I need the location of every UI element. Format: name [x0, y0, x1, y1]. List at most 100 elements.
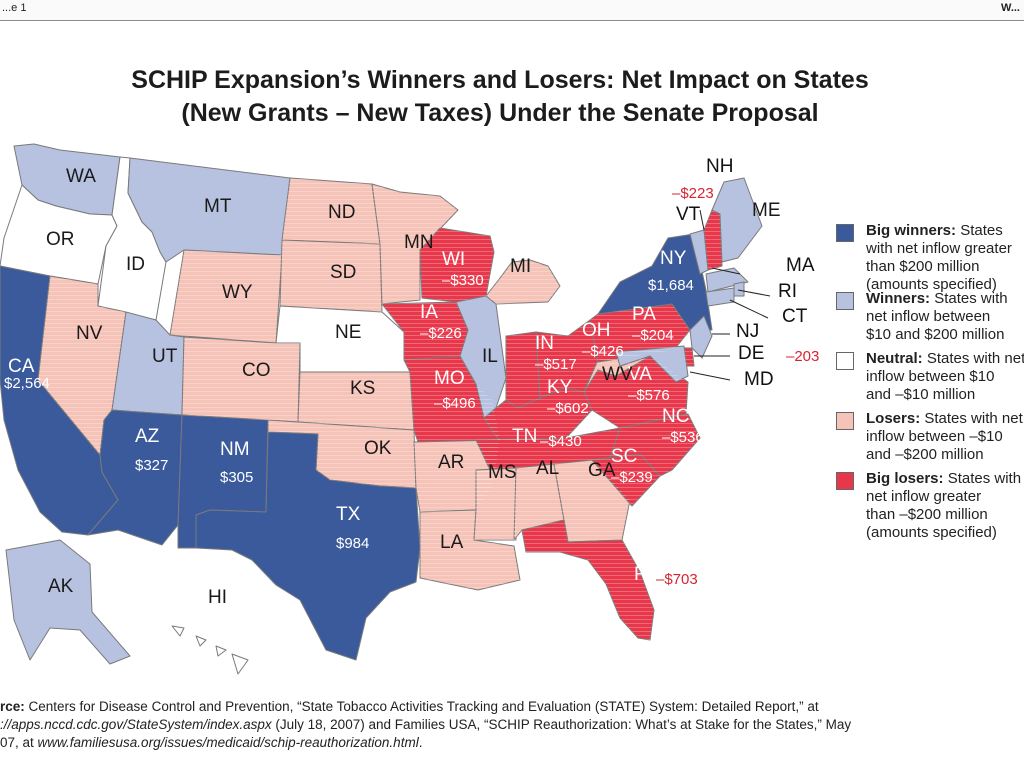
- state-label-co: CO: [242, 360, 271, 381]
- window-left-fragment: ...e 1: [2, 2, 27, 14]
- state-nd-hatch: [282, 178, 380, 244]
- page-title: SCHIP Expansion’s Winners and Losers: Ne…: [0, 64, 1000, 130]
- state-value-az: $327: [135, 457, 168, 474]
- legend-line: inflow between $10: [866, 368, 995, 385]
- source-line-2: ://apps.nccd.cdc.gov/StateSystem/index.a…: [0, 717, 852, 732]
- state-de-hatch: [684, 348, 694, 366]
- state-label-pa: PA: [632, 304, 656, 325]
- state-label-nv: NV: [76, 323, 103, 344]
- state-label-ga: GA: [588, 460, 616, 481]
- state-value-tx: $984: [336, 535, 369, 552]
- source-link-familiesusa[interactable]: www.familiesusa.org/issues/medicaid/schi…: [37, 735, 419, 750]
- state-value-wi: –$330: [442, 272, 484, 289]
- leader-line: [699, 209, 705, 231]
- state-value-ca: $2,564: [4, 375, 50, 392]
- state-label-nm: NM: [220, 439, 250, 460]
- state-label-mt: MT: [204, 196, 232, 217]
- state-label-fl: FL: [634, 564, 656, 585]
- legend-line: inflow between –$10: [866, 428, 1003, 445]
- state-hi: [171, 625, 249, 675]
- state-label-ca: CA: [8, 356, 35, 377]
- legend-line: with net inflow greater: [866, 240, 1012, 257]
- state-label-nj: NJ: [736, 321, 759, 342]
- state-value-de: –203: [786, 348, 819, 365]
- source-line-1: rce: Centers for Disease Control and Pre…: [0, 699, 819, 714]
- state-label-nc: NC: [662, 406, 689, 427]
- state-label-mi: MI: [510, 256, 531, 277]
- legend-line: $10 and $200 million: [866, 326, 1005, 343]
- state-label-wa: WA: [66, 166, 96, 187]
- state-nj: [689, 315, 713, 359]
- legend-line: net inflow between: [866, 308, 991, 325]
- state-label-ks: KS: [350, 378, 375, 399]
- legend-item-big-winners: Big winners: States with net inflow grea…: [836, 222, 1024, 293]
- state-me: [711, 177, 763, 263]
- legend-line: States with: [947, 470, 1022, 487]
- state-label-ar: AR: [438, 452, 464, 473]
- state-la-hatch: [420, 510, 520, 590]
- legend-swatch-losers: [836, 412, 854, 430]
- window-right-fragment: W...: [1001, 2, 1020, 14]
- state-nv-hatch: [38, 276, 126, 455]
- state-label-oh: OH: [582, 320, 611, 341]
- state-label-ri: RI: [778, 281, 797, 302]
- leader-line: [689, 371, 731, 381]
- state-ok-hatch: [268, 420, 416, 488]
- legend-line: and –$200 million: [866, 446, 984, 463]
- state-value-va: –$576: [628, 387, 670, 404]
- state-label-mn: MN: [404, 232, 434, 253]
- window-top-bar: ...e 1 W...: [0, 0, 1024, 21]
- state-sd-hatch: [280, 240, 382, 312]
- state-label-il: IL: [482, 346, 498, 367]
- state-label-hi: HI: [208, 587, 227, 608]
- state-value-ny: $1,684: [648, 277, 694, 294]
- state-value-oh: –$426: [582, 343, 624, 360]
- state-label-ct: CT: [782, 306, 808, 327]
- title-line-2: (New Grants – New Taxes) Under the Senat…: [181, 99, 819, 127]
- state-al-hatch: [514, 464, 564, 540]
- legend-line: States with: [934, 290, 1008, 307]
- state-sc-hatch: [592, 454, 660, 506]
- legend-label: Losers:: [866, 410, 921, 427]
- state-ak: [5, 539, 131, 665]
- state-label-id: ID: [126, 254, 145, 275]
- state-label-vt: VT: [676, 204, 701, 225]
- state-label-ut: UT: [152, 346, 178, 367]
- state-value-in: –$517: [535, 356, 577, 373]
- legend-item-winners: Winners: States with net inflow between …: [836, 290, 1024, 350]
- legend-line: than $200 million: [866, 258, 980, 275]
- state-label-nd: ND: [328, 202, 355, 223]
- state-label-ma: MA: [786, 255, 815, 276]
- state-value-nc: –$536: [662, 429, 704, 446]
- legend-label: Neutral:: [866, 350, 923, 367]
- state-wv-hatch: [584, 352, 650, 392]
- state-mo-hatch: [404, 356, 500, 442]
- state-label-in: IN: [535, 333, 554, 354]
- state-label-ne: NE: [335, 322, 361, 343]
- source-line-3: 07, at www.familiesusa.org/issues/medica…: [0, 735, 423, 750]
- legend-item-losers: Losers: States with net inflow between –…: [836, 410, 1024, 470]
- state-value-sc: –$239: [611, 469, 653, 486]
- state-label-ny: NY: [660, 248, 687, 269]
- state-oh-hatch: [536, 320, 598, 398]
- state-label-mo: MO: [434, 368, 465, 389]
- legend-swatch-big-winners: [836, 224, 854, 242]
- state-label-la: LA: [440, 532, 464, 553]
- state-tx: [195, 431, 421, 661]
- source-link-cdc[interactable]: ://apps.nccd.cdc.gov/StateSystem/index.a…: [0, 717, 272, 732]
- state-nh-hatch: [704, 210, 722, 270]
- state-label-tx: TX: [336, 504, 361, 525]
- legend-line: (amounts specified): [866, 276, 997, 293]
- legend-item-neutral: Neutral: States with net inflow between …: [836, 350, 1024, 410]
- legend-line: States with net: [926, 350, 1024, 367]
- legend-line: and –$10 million: [866, 386, 976, 403]
- state-pa-hatch: [590, 304, 690, 362]
- state-label-de: DE: [738, 343, 764, 364]
- state-value-nh: –$223: [672, 185, 714, 202]
- state-label-ak: AK: [48, 576, 74, 597]
- state-tn-hatch: [476, 428, 620, 470]
- state-label-or: OR: [46, 229, 75, 250]
- legend-label: Winners:: [866, 290, 931, 307]
- state-label-tn: TN: [512, 426, 537, 447]
